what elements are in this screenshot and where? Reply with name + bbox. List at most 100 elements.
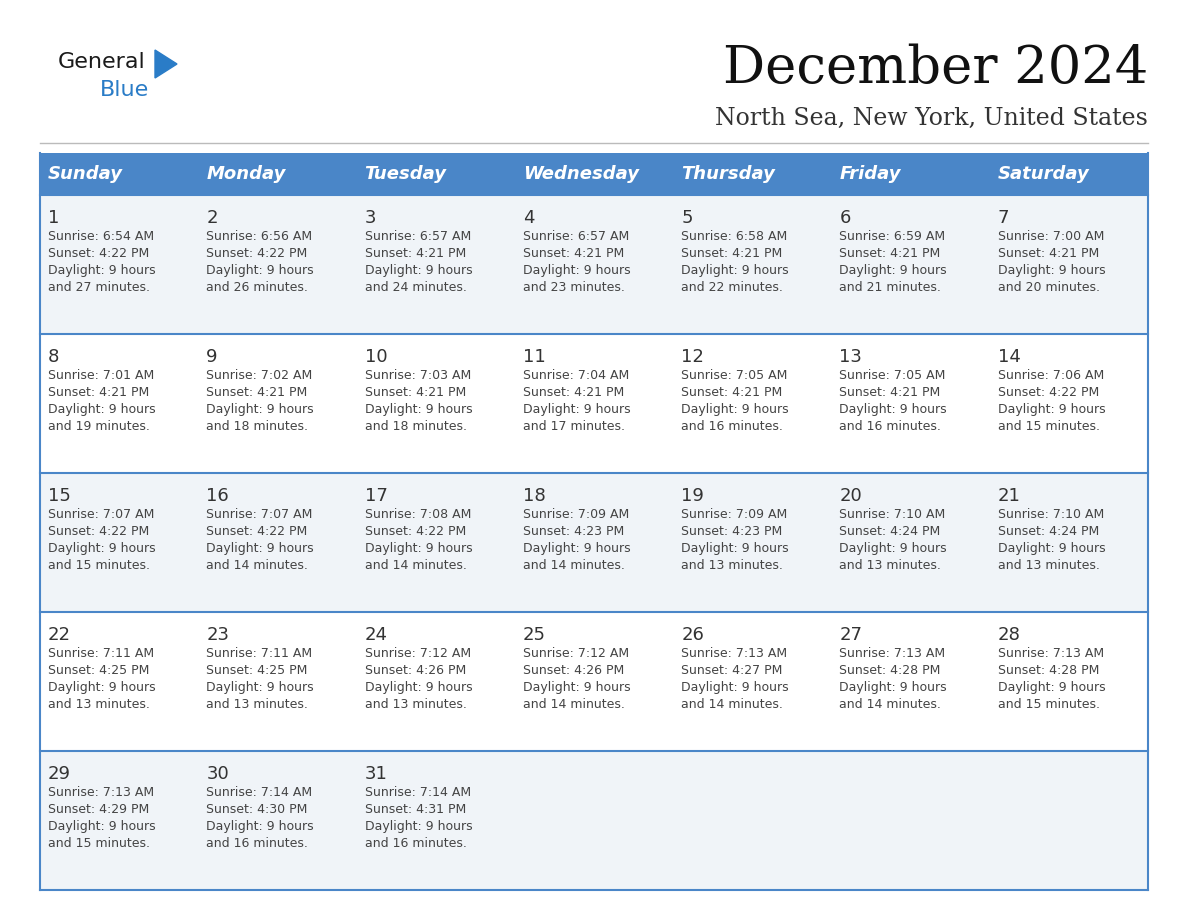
Text: Daylight: 9 hours: Daylight: 9 hours — [523, 681, 631, 694]
Bar — [198, 473, 356, 612]
Bar — [356, 153, 514, 195]
Text: Sunset: 4:21 PM: Sunset: 4:21 PM — [681, 247, 783, 260]
Text: 7: 7 — [998, 209, 1010, 227]
Text: Daylight: 9 hours: Daylight: 9 hours — [207, 681, 314, 694]
Text: and 13 minutes.: and 13 minutes. — [681, 559, 783, 572]
Text: Sunset: 4:23 PM: Sunset: 4:23 PM — [681, 525, 783, 538]
Text: Sunset: 4:22 PM: Sunset: 4:22 PM — [48, 247, 150, 260]
Text: Sunrise: 6:58 AM: Sunrise: 6:58 AM — [681, 230, 788, 243]
Text: 28: 28 — [998, 626, 1020, 644]
Text: Sunrise: 7:05 AM: Sunrise: 7:05 AM — [840, 369, 946, 382]
Text: Sunrise: 7:13 AM: Sunrise: 7:13 AM — [998, 647, 1104, 660]
Text: 11: 11 — [523, 348, 545, 366]
Text: Sunrise: 7:01 AM: Sunrise: 7:01 AM — [48, 369, 154, 382]
Text: and 18 minutes.: and 18 minutes. — [365, 420, 467, 433]
Bar — [356, 195, 514, 334]
Text: Sunday: Sunday — [48, 165, 124, 183]
Text: and 20 minutes.: and 20 minutes. — [998, 281, 1100, 294]
Bar — [356, 473, 514, 612]
Text: Sunset: 4:21 PM: Sunset: 4:21 PM — [681, 386, 783, 399]
Text: North Sea, New York, United States: North Sea, New York, United States — [715, 106, 1148, 129]
Text: and 19 minutes.: and 19 minutes. — [48, 420, 150, 433]
Text: Daylight: 9 hours: Daylight: 9 hours — [998, 403, 1105, 416]
Text: Blue: Blue — [100, 80, 150, 100]
Polygon shape — [154, 50, 177, 78]
Text: Sunrise: 7:07 AM: Sunrise: 7:07 AM — [207, 508, 312, 521]
Text: Sunset: 4:21 PM: Sunset: 4:21 PM — [840, 386, 941, 399]
Text: Sunset: 4:21 PM: Sunset: 4:21 PM — [207, 386, 308, 399]
Text: Sunrise: 7:06 AM: Sunrise: 7:06 AM — [998, 369, 1104, 382]
Text: 16: 16 — [207, 487, 229, 505]
Text: Sunrise: 7:12 AM: Sunrise: 7:12 AM — [365, 647, 470, 660]
Bar — [674, 473, 832, 612]
Text: and 23 minutes.: and 23 minutes. — [523, 281, 625, 294]
Text: Sunset: 4:28 PM: Sunset: 4:28 PM — [998, 664, 1099, 677]
Text: Daylight: 9 hours: Daylight: 9 hours — [840, 681, 947, 694]
Text: 2: 2 — [207, 209, 217, 227]
Text: Sunrise: 7:02 AM: Sunrise: 7:02 AM — [207, 369, 312, 382]
Text: 9: 9 — [207, 348, 217, 366]
Text: Daylight: 9 hours: Daylight: 9 hours — [523, 264, 631, 277]
Bar — [990, 473, 1148, 612]
Text: December 2024: December 2024 — [722, 42, 1148, 94]
Text: Daylight: 9 hours: Daylight: 9 hours — [681, 542, 789, 555]
Text: Sunset: 4:22 PM: Sunset: 4:22 PM — [365, 525, 466, 538]
Text: 14: 14 — [998, 348, 1020, 366]
Text: Sunrise: 7:12 AM: Sunrise: 7:12 AM — [523, 647, 628, 660]
Text: Daylight: 9 hours: Daylight: 9 hours — [365, 542, 472, 555]
Text: and 14 minutes.: and 14 minutes. — [523, 559, 625, 572]
Text: Daylight: 9 hours: Daylight: 9 hours — [48, 403, 156, 416]
Text: and 16 minutes.: and 16 minutes. — [207, 837, 308, 850]
Text: Sunset: 4:21 PM: Sunset: 4:21 PM — [840, 247, 941, 260]
Bar — [198, 153, 356, 195]
Text: Sunset: 4:25 PM: Sunset: 4:25 PM — [48, 664, 150, 677]
Text: Daylight: 9 hours: Daylight: 9 hours — [998, 264, 1105, 277]
Text: 26: 26 — [681, 626, 704, 644]
Text: Daylight: 9 hours: Daylight: 9 hours — [681, 681, 789, 694]
Text: Sunrise: 7:09 AM: Sunrise: 7:09 AM — [523, 508, 630, 521]
Text: Sunrise: 7:10 AM: Sunrise: 7:10 AM — [998, 508, 1104, 521]
Text: Daylight: 9 hours: Daylight: 9 hours — [681, 403, 789, 416]
Text: and 13 minutes.: and 13 minutes. — [998, 559, 1100, 572]
Text: and 14 minutes.: and 14 minutes. — [681, 698, 783, 711]
Text: and 17 minutes.: and 17 minutes. — [523, 420, 625, 433]
Text: Daylight: 9 hours: Daylight: 9 hours — [681, 264, 789, 277]
Bar — [990, 334, 1148, 473]
Text: Daylight: 9 hours: Daylight: 9 hours — [207, 542, 314, 555]
Text: Sunset: 4:30 PM: Sunset: 4:30 PM — [207, 803, 308, 816]
Text: Daylight: 9 hours: Daylight: 9 hours — [998, 542, 1105, 555]
Text: 25: 25 — [523, 626, 545, 644]
Text: Daylight: 9 hours: Daylight: 9 hours — [365, 264, 472, 277]
Text: Sunset: 4:26 PM: Sunset: 4:26 PM — [523, 664, 624, 677]
Text: 29: 29 — [48, 765, 71, 783]
Text: Daylight: 9 hours: Daylight: 9 hours — [840, 403, 947, 416]
Text: and 27 minutes.: and 27 minutes. — [48, 281, 150, 294]
Bar — [356, 612, 514, 751]
Text: and 21 minutes.: and 21 minutes. — [840, 281, 941, 294]
Bar — [40, 334, 198, 473]
Text: and 13 minutes.: and 13 minutes. — [48, 698, 150, 711]
Text: and 14 minutes.: and 14 minutes. — [523, 698, 625, 711]
Text: Daylight: 9 hours: Daylight: 9 hours — [48, 264, 156, 277]
Text: Sunrise: 7:05 AM: Sunrise: 7:05 AM — [681, 369, 788, 382]
Bar — [514, 195, 674, 334]
Text: Sunset: 4:22 PM: Sunset: 4:22 PM — [48, 525, 150, 538]
Bar — [832, 751, 990, 890]
Bar — [832, 473, 990, 612]
Bar — [40, 195, 198, 334]
Text: 1: 1 — [48, 209, 59, 227]
Text: Sunset: 4:28 PM: Sunset: 4:28 PM — [840, 664, 941, 677]
Text: Sunrise: 7:04 AM: Sunrise: 7:04 AM — [523, 369, 630, 382]
Text: Daylight: 9 hours: Daylight: 9 hours — [48, 820, 156, 833]
Text: Sunset: 4:22 PM: Sunset: 4:22 PM — [207, 525, 308, 538]
Text: 13: 13 — [840, 348, 862, 366]
Text: Sunrise: 7:14 AM: Sunrise: 7:14 AM — [207, 786, 312, 799]
Text: Sunrise: 7:08 AM: Sunrise: 7:08 AM — [365, 508, 470, 521]
Bar — [674, 751, 832, 890]
Text: and 14 minutes.: and 14 minutes. — [840, 698, 941, 711]
Text: and 24 minutes.: and 24 minutes. — [365, 281, 467, 294]
Bar — [198, 751, 356, 890]
Text: Sunset: 4:21 PM: Sunset: 4:21 PM — [998, 247, 1099, 260]
Text: Daylight: 9 hours: Daylight: 9 hours — [523, 403, 631, 416]
Text: Sunrise: 7:14 AM: Sunrise: 7:14 AM — [365, 786, 470, 799]
